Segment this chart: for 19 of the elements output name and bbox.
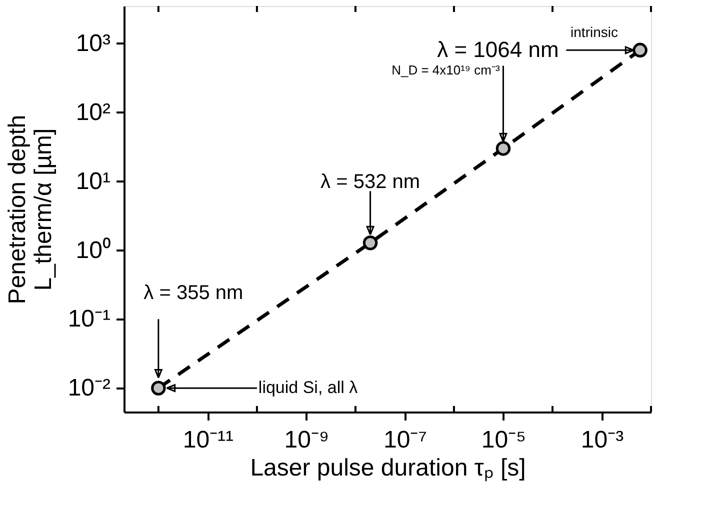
y-tick-label: 10¹ <box>76 168 111 195</box>
annotation: liquid Si, all λ <box>258 378 358 398</box>
y-tick-label: 10² <box>76 98 111 126</box>
x-axis-title: Laser pulse duration τₚ [s] <box>250 454 526 482</box>
annotation: intrinsic <box>570 24 618 40</box>
annotation: λ = 355 nm <box>144 282 244 304</box>
y-tick-label: 10⁰ <box>76 236 110 264</box>
x-tick-label: 10⁻³ <box>580 426 624 454</box>
x-tick-label: 10⁻⁹ <box>284 426 330 454</box>
x-tick-label: 10⁻¹¹ <box>182 426 234 454</box>
annotation: λ = 1064 nm <box>437 37 559 62</box>
x-tick-label: 10⁻⁵ <box>481 426 526 454</box>
annotation: N_D = 4x10¹⁹ cm⁻³ <box>392 62 500 78</box>
x-tick-label: 10⁻⁷ <box>384 426 427 454</box>
annotation: λ = 532 nm <box>320 171 420 194</box>
y-axis-title: Penetration depth L_therm/α [µm] <box>4 114 57 304</box>
y-tick-label: 10³ <box>76 30 111 57</box>
y-tick-label: 10⁻² <box>68 374 111 402</box>
y-tick-label: 10⁻¹ <box>68 306 111 333</box>
